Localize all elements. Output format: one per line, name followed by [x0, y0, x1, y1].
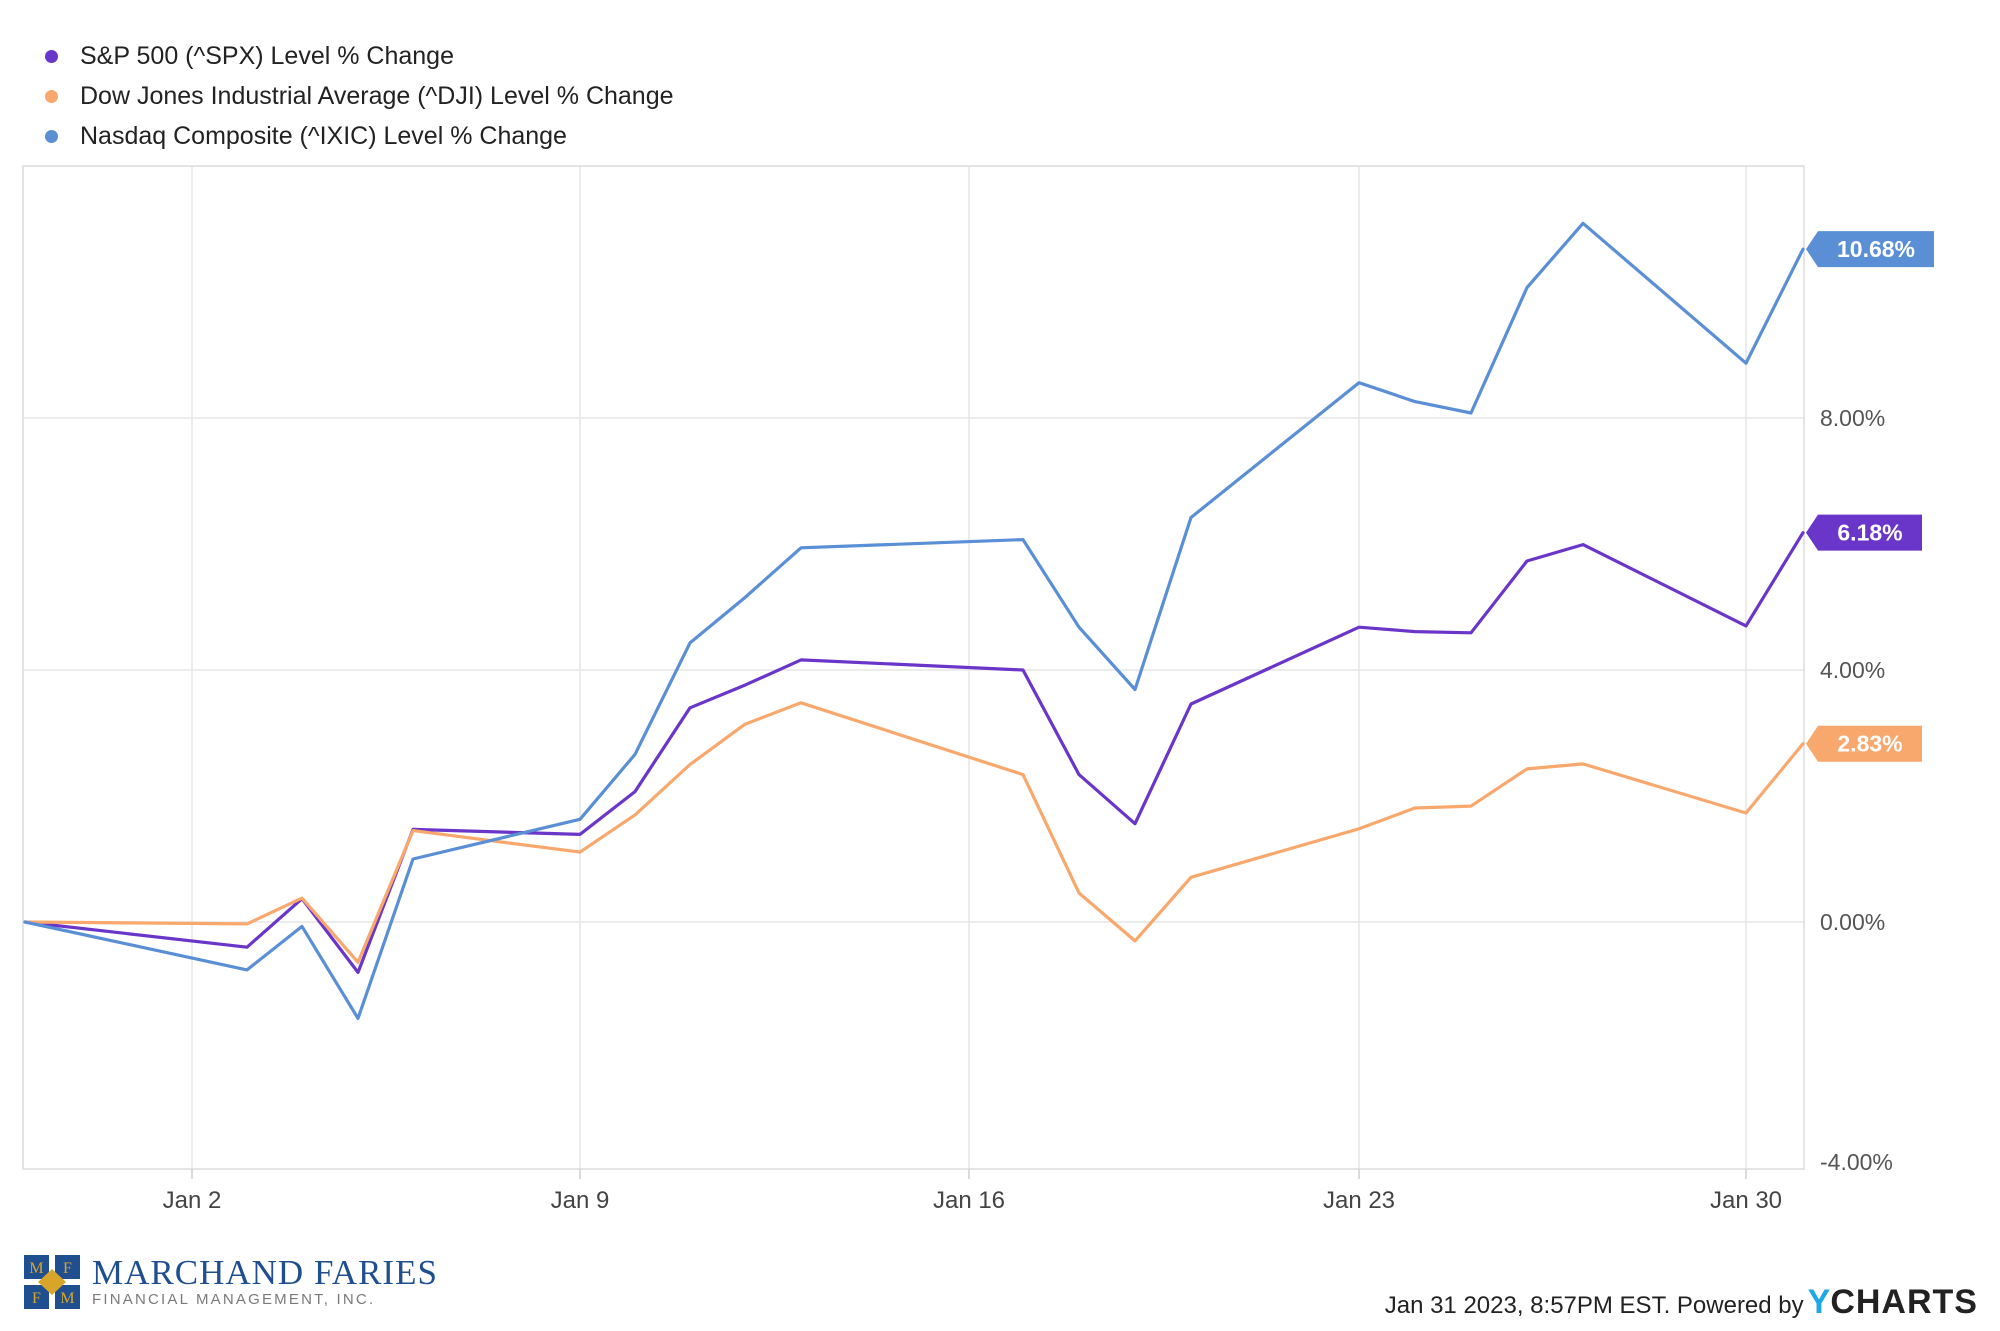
y-tick-label: 4.00% [1820, 657, 1885, 683]
logo-letter-1: M [29, 1260, 43, 1277]
x-tick-label: Jan 23 [1323, 1187, 1395, 1214]
legend-dot-ixic [45, 129, 58, 143]
end-label-spx: 6.18% [1806, 514, 1922, 551]
plot-frame [22, 165, 1805, 1170]
legend-dot-spx [45, 49, 58, 63]
end-label-ixic: 10.68% [1806, 231, 1934, 268]
legend-label-ixic: Nasdaq Composite (^IXIC) Level % Change [80, 121, 567, 150]
end-label-dji: 2.83% [1806, 725, 1922, 762]
ycharts-logo-y[interactable]: Y [1807, 1283, 1831, 1321]
end-label-text: 10.68% [1837, 236, 1915, 262]
logo-letter-4: M [60, 1290, 74, 1307]
footer-attribution: Jan 31 2023, 8:57PM EST. Powered by Y CHA… [1385, 1283, 1978, 1322]
company-logo: M F F M MARCHAND FARIES FINANCIAL MANAGE… [24, 1255, 438, 1309]
y-axis: 8.00% 4.00% 0.00% -4.00% [1820, 405, 1893, 1175]
end-value-labels: 6.18% 2.83% 10.68% [1806, 231, 1934, 762]
y-tick-label: 0.00% [1820, 909, 1885, 935]
series-line-spx[interactable] [23, 531, 1805, 975]
x-tick-label: Jan 16 [933, 1187, 1005, 1214]
x-tick-label: Jan 9 [551, 1187, 610, 1214]
logo-letter-2: F [63, 1260, 72, 1277]
x-tick-label: Jan 30 [1710, 1187, 1782, 1214]
logo-text: MARCHAND FARIES FINANCIAL MANAGEMENT, IN… [92, 1255, 438, 1309]
legend-label-dji: Dow Jones Industrial Average (^DJI) Leve… [80, 81, 674, 110]
series-line-ixic[interactable] [23, 221, 1805, 1021]
ycharts-logo-text[interactable]: CHARTS [1830, 1283, 1978, 1321]
legend-item-dji[interactable]: Dow Jones Industrial Average (^DJI) Leve… [45, 76, 674, 116]
end-label-text: 2.83% [1837, 731, 1902, 757]
end-label-text: 6.18% [1837, 520, 1902, 546]
footer-timestamp: Jan 31 2023, 8:57PM EST. Powered by [1384, 1292, 1804, 1319]
end-label-box [1806, 725, 1922, 762]
x-tick-label: Jan 2 [163, 1187, 222, 1214]
legend-item-spx[interactable]: S&P 500 (^SPX) Level % Change [45, 36, 674, 76]
end-label-box [1806, 514, 1922, 551]
end-label-box [1806, 231, 1934, 268]
logo-company-name: MARCHAND FARIES [92, 1253, 438, 1292]
series-line-dji[interactable] [23, 701, 1805, 964]
logo-company-subtitle: FINANCIAL MANAGEMENT, INC. [92, 1291, 376, 1308]
grid [23, 166, 1804, 1169]
legend-dot-dji [45, 89, 58, 103]
series-lines [23, 221, 1805, 1021]
chart-legend: S&P 500 (^SPX) Level % Change Dow Jones … [45, 36, 674, 156]
y-tick-label: 8.00% [1820, 405, 1885, 431]
logo-letter-3: F [32, 1290, 41, 1307]
x-axis: Jan 2 Jan 9 Jan 16 Jan 23 Jan 30 [163, 1169, 1782, 1214]
legend-label-spx: S&P 500 (^SPX) Level % Change [80, 41, 454, 70]
logo-mark-icon: M F F M [24, 1255, 80, 1309]
y-tick-label: -4.00% [1820, 1149, 1893, 1175]
legend-item-ixic[interactable]: Nasdaq Composite (^IXIC) Level % Change [45, 116, 674, 156]
